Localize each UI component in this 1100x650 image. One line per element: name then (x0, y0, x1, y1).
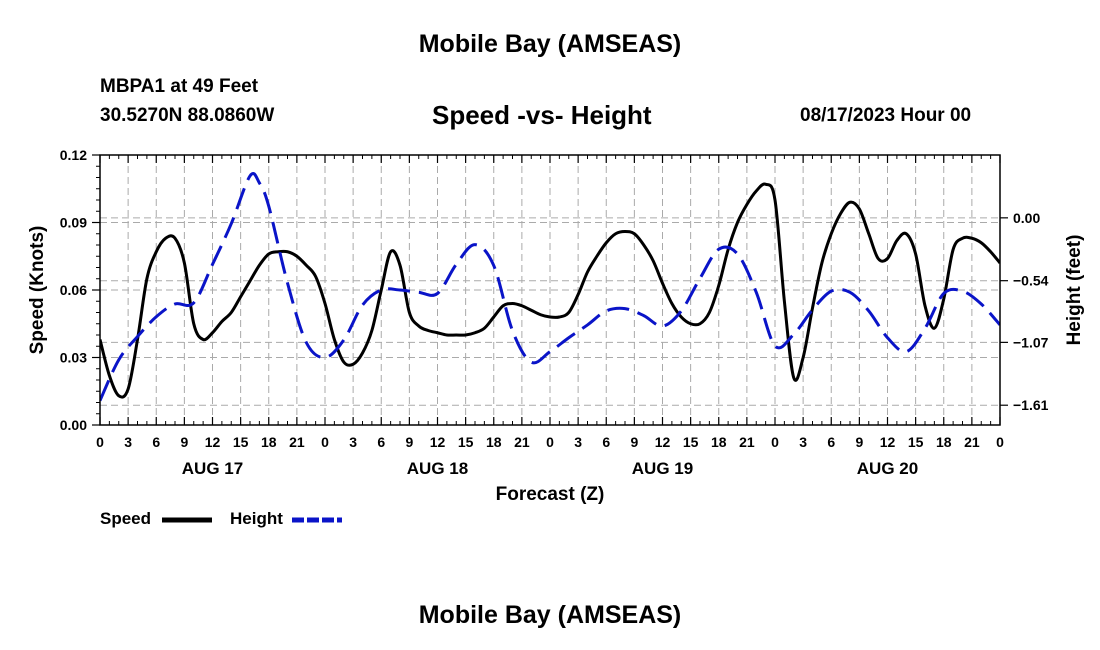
legend-speed-label: Speed (100, 509, 152, 528)
x-tick-label: 0 (321, 434, 329, 450)
x-tick-label: 3 (124, 434, 132, 450)
x-tick-label: 3 (574, 434, 582, 450)
x-axis-title: Forecast (Z) (496, 484, 605, 505)
x-tick-label: 9 (180, 434, 188, 450)
x-tick-label: 6 (602, 434, 610, 450)
x-tick-label: 18 (711, 434, 727, 450)
y-tick-label: 0.06 (60, 282, 87, 298)
x-tick-label: 6 (827, 434, 835, 450)
grid (100, 155, 1000, 425)
x-tick-label: 18 (936, 434, 952, 450)
x-tick-label: 0 (546, 434, 554, 450)
next-chart-title: Mobile Bay (AMSEAS) (418, 601, 682, 629)
x-tick-label: 18 (261, 434, 277, 450)
x-tick-label: 0 (771, 434, 779, 450)
axis-labels: 0 3 6 9 12 15 18 21 0 3 6 9 12 15 18 21 0 3 6 9 12 15 18 21 0 3 6 9… (27, 147, 1085, 505)
y-tick-label: 0.12 (60, 147, 87, 163)
day-label: AUG 17 (182, 459, 243, 478)
x-tick-label: 15 (233, 434, 249, 450)
y2-tick-label: −0.54 (1013, 273, 1049, 289)
x-tick-label: 12 (205, 434, 221, 450)
x-tick-label: 9 (405, 434, 413, 450)
x-tick-label: 9 (630, 434, 638, 450)
x-tick-label: 6 (152, 434, 160, 450)
day-label: AUG 20 (857, 459, 918, 478)
x-tick-label: 12 (655, 434, 671, 450)
x-tick-label: 21 (739, 434, 755, 450)
station-coordinates: 30.5270N 88.0860W (100, 105, 275, 126)
series-line-speed (100, 182, 1000, 399)
station-label: MBPA1 at 49 Feet (100, 76, 259, 97)
day-label: AUG 18 (407, 459, 468, 478)
y-tick-label: 0.09 (60, 215, 87, 231)
x-tick-label: 12 (430, 434, 446, 450)
y2-axis-title: Height (feet) (1064, 235, 1085, 346)
x-tick-label: 3 (799, 434, 807, 450)
x-tick-label: 6 (377, 434, 385, 450)
legend-height-label: Height (230, 509, 283, 528)
chart-subtitle: Speed -vs- Height (432, 100, 652, 130)
x-tick-label: 18 (486, 434, 502, 450)
y-tick-label: 0.03 (60, 350, 87, 366)
x-tick-label: 21 (289, 434, 305, 450)
series-line-height (100, 171, 1000, 402)
chart-title: Mobile Bay (AMSEAS) (418, 30, 682, 58)
y2-tick-label: −1.61 (1013, 397, 1049, 413)
x-tick-label: 3 (349, 434, 357, 450)
day-label: AUG 19 (632, 459, 693, 478)
x-tick-label: 0 (996, 434, 1004, 450)
y2-tick-label: −1.07 (1013, 334, 1049, 350)
y2-tick-label: 0.00 (1013, 210, 1040, 226)
x-tick-label: 15 (908, 434, 924, 450)
forecast-datetime: 08/17/2023 Hour 00 (800, 105, 972, 126)
x-tick-label: 15 (683, 434, 699, 450)
y-tick-label: 0.00 (60, 417, 87, 433)
y-axis-title: Speed (Knots) (27, 226, 48, 355)
x-tick-label: 0 (96, 434, 104, 450)
x-tick-label: 15 (458, 434, 474, 450)
series (100, 171, 1000, 402)
x-tick-label: 9 (855, 434, 863, 450)
plot-frame (99, 154, 1001, 426)
x-tick-label: 21 (514, 434, 530, 450)
x-tick-label: 21 (964, 434, 980, 450)
x-tick-label: 12 (880, 434, 896, 450)
